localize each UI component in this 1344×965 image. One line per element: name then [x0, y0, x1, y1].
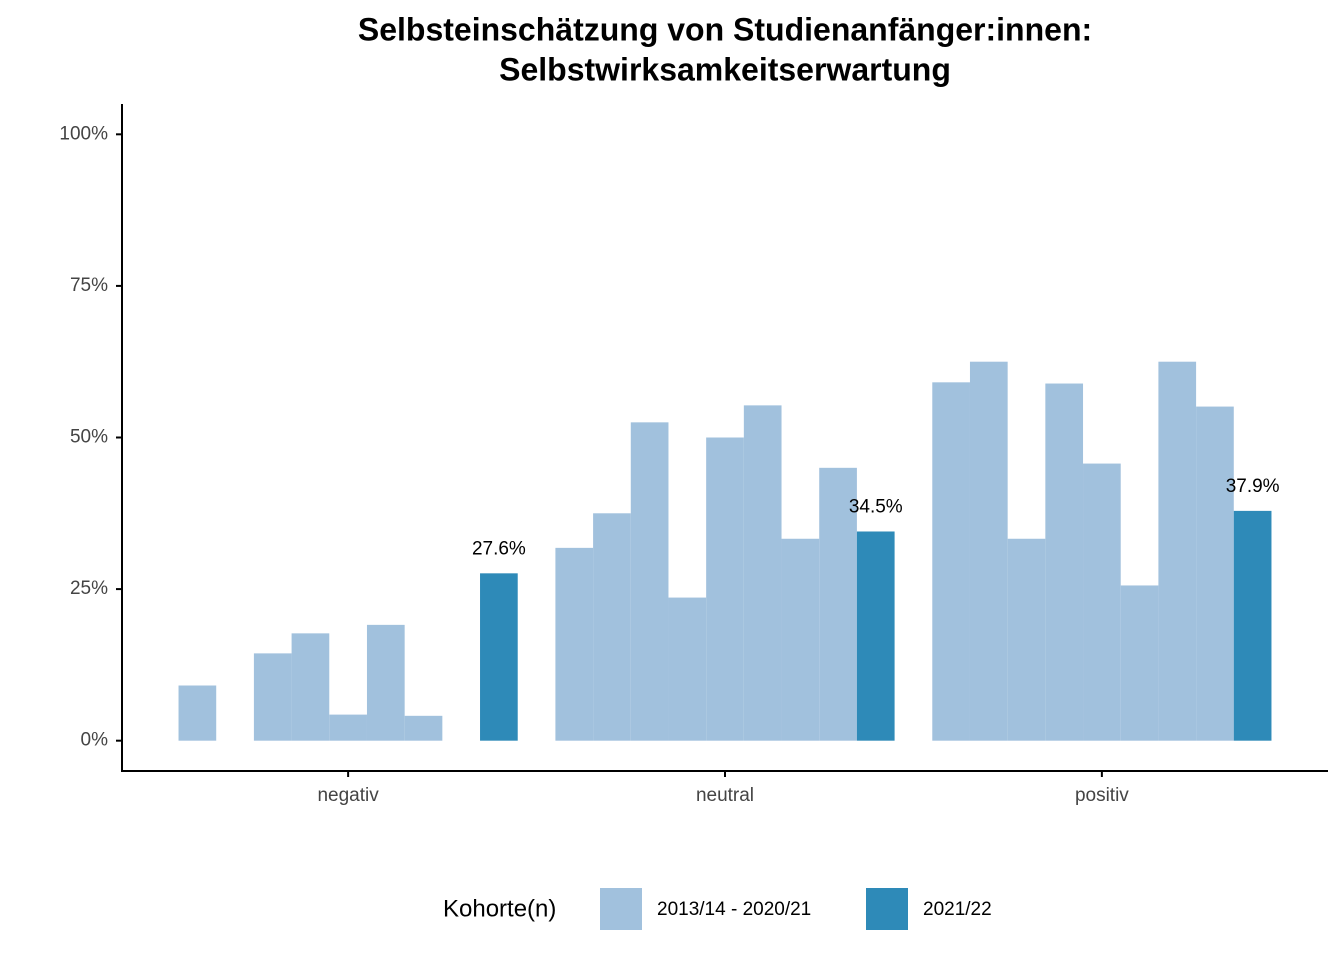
bar — [1007, 538, 1046, 741]
bar — [856, 531, 895, 741]
bar — [819, 467, 857, 741]
bar — [668, 597, 707, 741]
bar — [1196, 406, 1234, 741]
x-tick-label: positiv — [1075, 785, 1129, 806]
x-tick-label: negativ — [317, 785, 379, 806]
bar — [932, 382, 970, 741]
bar — [555, 547, 594, 741]
bar — [969, 361, 1008, 741]
y-tick-label: 25% — [70, 578, 108, 599]
bar — [253, 653, 292, 741]
bar — [178, 685, 217, 741]
bar — [1045, 383, 1084, 741]
chart-title: Selbsteinschätzung von Studienanfänger:i… — [358, 11, 1092, 47]
chart-title: Selbstwirksamkeitserwartung — [499, 51, 951, 87]
bar — [743, 405, 782, 741]
bar — [706, 437, 744, 741]
legend-title: Kohorte(n) — [443, 895, 556, 922]
bar — [1120, 585, 1159, 741]
data-label: 27.6% — [472, 538, 526, 559]
bar — [1158, 361, 1197, 741]
bar — [593, 513, 631, 741]
bar — [1083, 463, 1121, 741]
y-tick-label: 100% — [59, 123, 108, 144]
legend-label: 2021/22 — [923, 899, 992, 920]
bar — [329, 714, 367, 741]
bar — [781, 538, 820, 741]
bar — [366, 624, 405, 741]
legend-label: 2013/14 - 2020/21 — [657, 899, 811, 920]
y-tick-label: 0% — [81, 730, 109, 751]
bar — [404, 715, 443, 741]
data-label: 37.9% — [1226, 476, 1280, 497]
bar — [480, 573, 518, 741]
x-tick-label: neutral — [696, 785, 754, 806]
y-tick-label: 75% — [70, 275, 108, 296]
bar — [1233, 510, 1272, 741]
legend-swatch — [866, 888, 908, 930]
legend-swatch — [600, 888, 642, 930]
bar — [630, 422, 669, 741]
bar — [291, 633, 330, 741]
data-label: 34.5% — [849, 497, 903, 518]
y-tick-label: 50% — [70, 427, 108, 448]
